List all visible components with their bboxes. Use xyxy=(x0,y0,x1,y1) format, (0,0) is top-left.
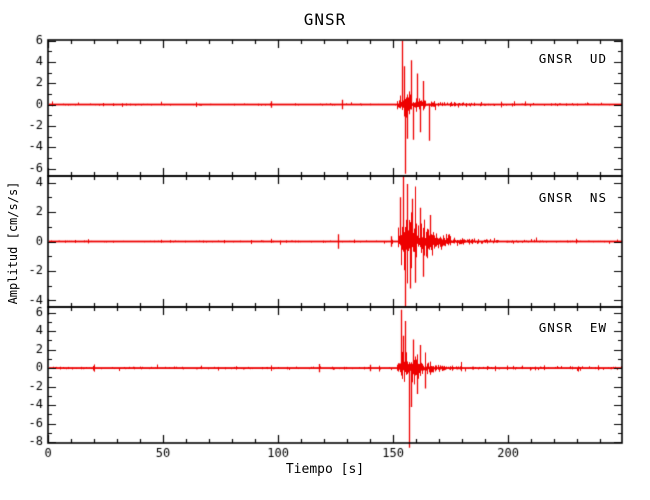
panel-label-ud: GNSR UD xyxy=(538,51,607,66)
chart-title: GNSR xyxy=(303,10,347,29)
y-axis-label: Amplitud [cm/s/s] xyxy=(6,181,20,305)
panel-label-ew: GNSR EW xyxy=(538,320,607,335)
x-axis-label: Tiempo [s] xyxy=(285,462,365,477)
panel-label-ns: GNSR NS xyxy=(538,190,607,205)
